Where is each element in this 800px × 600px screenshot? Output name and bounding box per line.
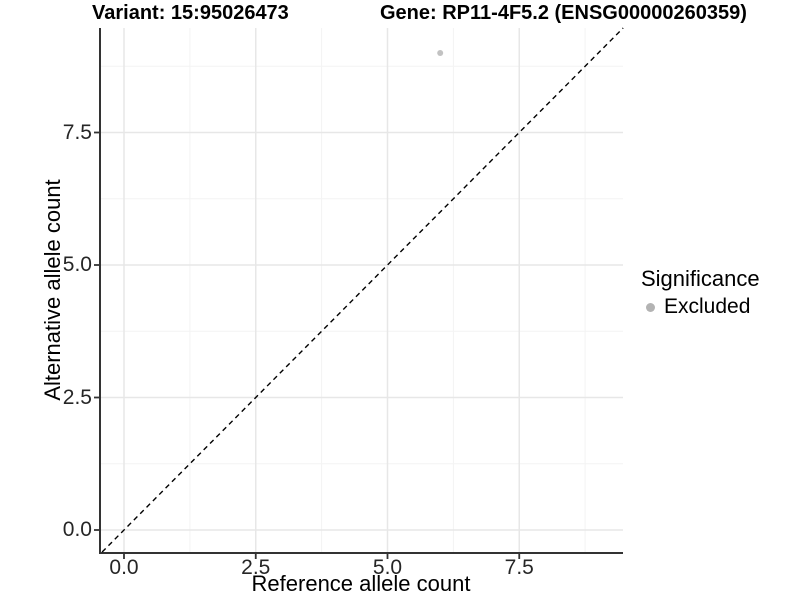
x-tick-label: 7.5 <box>504 556 534 579</box>
legend-title: Significance <box>641 266 760 291</box>
x-axis-title: Reference allele count <box>251 571 471 596</box>
x-tick-label: 0.0 <box>109 556 139 579</box>
data-point <box>437 50 444 56</box>
excluded-point-marker-icon <box>646 302 655 312</box>
legend: Significance Excluded <box>641 266 760 319</box>
gene-title: Gene: RP11-4F5.2 (ENSG00000260359) <box>380 2 747 24</box>
x-tick-label: 2.5 <box>241 556 271 579</box>
y-tick-label: 5.0 <box>62 253 92 276</box>
y-tick-label: 7.5 <box>62 120 92 144</box>
x-tick-label: 5.0 <box>372 556 403 579</box>
y-axis-title: Alternative allele count <box>40 179 65 401</box>
variant-title: Variant: 15:95026473 <box>92 2 289 24</box>
y-tick-label: 2.5 <box>62 385 92 409</box>
legend-item-label: Excluded <box>664 295 751 318</box>
identity-dashed-line <box>101 27 624 553</box>
legend-item-excluded: Excluded <box>646 295 760 319</box>
y-tick-label: 0.0 <box>62 518 92 541</box>
